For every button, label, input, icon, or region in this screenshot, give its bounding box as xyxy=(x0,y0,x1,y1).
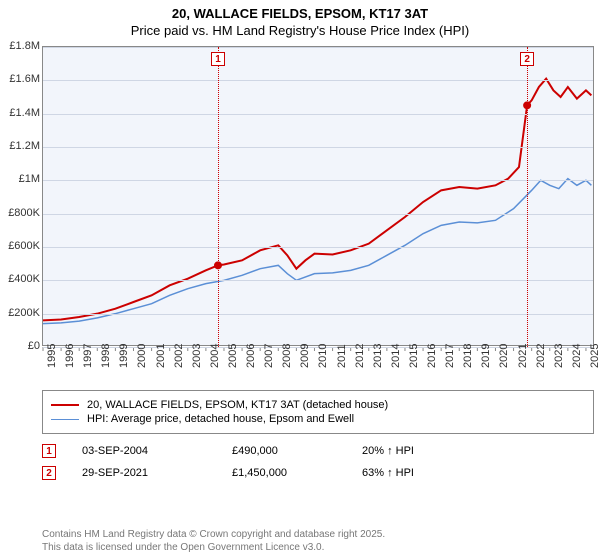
sale-reference-line xyxy=(527,47,528,347)
x-tick-label: 2014 xyxy=(390,344,402,368)
legend-item: HPI: Average price, detached house, Epso… xyxy=(51,413,585,425)
sale-row: 1 03-SEP-2004£490,00020% ↑ HPI xyxy=(42,440,594,462)
x-tick-label: 2025 xyxy=(589,344,600,368)
y-tick-label: £1.4M xyxy=(9,107,40,119)
x-tick-label: 1995 xyxy=(46,344,58,368)
legend-label: 20, WALLACE FIELDS, EPSOM, KT17 3AT (det… xyxy=(87,399,388,411)
x-tick-label: 2010 xyxy=(317,344,329,368)
footer: Contains HM Land Registry data © Crown c… xyxy=(42,528,594,554)
footer-line2: This data is licensed under the Open Gov… xyxy=(42,541,594,554)
x-tick-label: 2007 xyxy=(263,344,275,368)
x-tick-label: 2018 xyxy=(462,344,474,368)
sales-table: 1 03-SEP-2004£490,00020% ↑ HPI 2 29-SEP-202… xyxy=(42,440,594,484)
sale-marker: 1 xyxy=(211,52,225,66)
chart-container: 20, WALLACE FIELDS, EPSOM, KT17 3AT Pric… xyxy=(0,0,600,560)
legend-label: HPI: Average price, detached house, Epso… xyxy=(87,413,354,425)
legend-item: 20, WALLACE FIELDS, EPSOM, KT17 3AT (det… xyxy=(51,399,585,411)
x-tick-label: 1997 xyxy=(82,344,94,368)
sale-price: £1,450,000 xyxy=(232,467,362,479)
y-tick-label: £1.2M xyxy=(9,140,40,152)
y-tick-label: £200K xyxy=(8,307,40,319)
x-tick-label: 2008 xyxy=(281,344,293,368)
x-tick-label: 2023 xyxy=(553,344,565,368)
footer-line1: Contains HM Land Registry data © Crown c… xyxy=(42,528,594,541)
x-tick-label: 2020 xyxy=(498,344,510,368)
title-address: 20, WALLACE FIELDS, EPSOM, KT17 3AT xyxy=(0,6,600,21)
sale-delta: 20% ↑ HPI xyxy=(362,445,482,457)
legend: 20, WALLACE FIELDS, EPSOM, KT17 3AT (det… xyxy=(42,390,594,434)
sale-marker-icon: 2 xyxy=(42,466,56,480)
x-tick-label: 2016 xyxy=(426,344,438,368)
sale-price: £490,000 xyxy=(232,445,362,457)
gridline xyxy=(43,147,593,148)
x-tick-label: 2006 xyxy=(245,344,257,368)
x-tick-label: 2013 xyxy=(372,344,384,368)
x-tick-label: 2000 xyxy=(136,344,148,368)
y-tick-label: £600K xyxy=(8,240,40,252)
plot-svg xyxy=(43,47,593,345)
x-tick-label: 2015 xyxy=(408,344,420,368)
x-tick-label: 2021 xyxy=(517,344,529,368)
x-tick-label: 1996 xyxy=(64,344,76,368)
x-tick-label: 2003 xyxy=(191,344,203,368)
sale-delta: 63% ↑ HPI xyxy=(362,467,482,479)
title-block: 20, WALLACE FIELDS, EPSOM, KT17 3AT Pric… xyxy=(0,0,600,40)
y-tick-label: £800K xyxy=(8,207,40,219)
x-tick-label: 2009 xyxy=(299,344,311,368)
sale-marker-icon: 1 xyxy=(42,444,56,458)
y-tick-label: £400K xyxy=(8,273,40,285)
legend-swatch xyxy=(51,404,79,406)
x-tick-label: 2011 xyxy=(336,344,348,368)
gridline xyxy=(43,314,593,315)
y-tick-label: £0 xyxy=(28,340,40,352)
y-tick-label: £1.6M xyxy=(9,73,40,85)
x-tick-label: 2001 xyxy=(155,344,167,368)
legend-swatch xyxy=(51,419,79,420)
sale-date: 29-SEP-2021 xyxy=(82,467,232,479)
gridline xyxy=(43,180,593,181)
plot-area: 12 xyxy=(42,46,594,346)
x-tick-label: 2005 xyxy=(227,344,239,368)
gridline xyxy=(43,280,593,281)
x-tick-label: 2012 xyxy=(354,344,366,368)
series-line xyxy=(43,179,591,324)
gridline xyxy=(43,247,593,248)
sale-row: 2 29-SEP-2021£1,450,00063% ↑ HPI xyxy=(42,462,594,484)
x-tick-label: 2017 xyxy=(444,344,456,368)
gridline xyxy=(43,47,593,48)
y-tick-label: £1M xyxy=(19,173,40,185)
x-tick-label: 2024 xyxy=(571,344,583,368)
sale-date: 03-SEP-2004 xyxy=(82,445,232,457)
title-subtitle: Price paid vs. HM Land Registry's House … xyxy=(0,23,600,38)
x-tick-label: 2002 xyxy=(173,344,185,368)
sale-reference-line xyxy=(218,47,219,347)
gridline xyxy=(43,80,593,81)
x-tick-label: 2019 xyxy=(480,344,492,368)
series-line xyxy=(43,79,591,321)
gridline xyxy=(43,214,593,215)
gridline xyxy=(43,114,593,115)
x-tick-label: 2022 xyxy=(535,344,547,368)
x-tick-label: 1999 xyxy=(118,344,130,368)
x-tick-label: 1998 xyxy=(100,344,112,368)
sale-marker: 2 xyxy=(520,52,534,66)
y-tick-label: £1.8M xyxy=(9,40,40,52)
x-tick-label: 2004 xyxy=(209,344,221,368)
